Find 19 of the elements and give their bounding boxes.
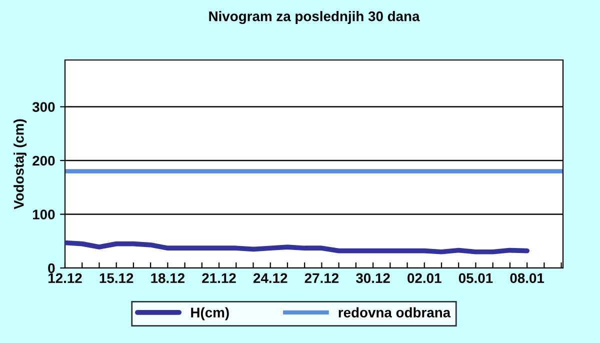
x-tick-label: 02.01: [408, 273, 442, 284]
x-tick-label: 08.01: [510, 273, 544, 284]
legend-label: H(cm): [191, 307, 229, 320]
x-tick-label: 05.01: [458, 273, 493, 284]
x-tick-label: 24.12: [253, 273, 288, 283]
line-series: [65, 240, 530, 254]
y-tick-label: 0: [48, 263, 55, 274]
y-tick-label: 100: [32, 210, 55, 220]
x-tick-label: 15.12: [100, 273, 134, 284]
y-axis-title: Vodostaj (cm): [14, 119, 27, 210]
x-tick-label: 21.12: [202, 273, 236, 283]
y-tick-label: 200: [32, 156, 55, 166]
chart-title: Nivogram za poslednjih 30 dana: [209, 11, 420, 24]
x-tick-label: 18.12: [151, 273, 185, 284]
x-tick-label: 27.12: [304, 273, 339, 283]
legend-label: redovna odbrana: [338, 307, 451, 318]
x-tick-label: 30.12: [356, 273, 390, 284]
y-tick-label: 300: [32, 102, 55, 112]
x-tick-label: 12.12: [48, 273, 82, 283]
